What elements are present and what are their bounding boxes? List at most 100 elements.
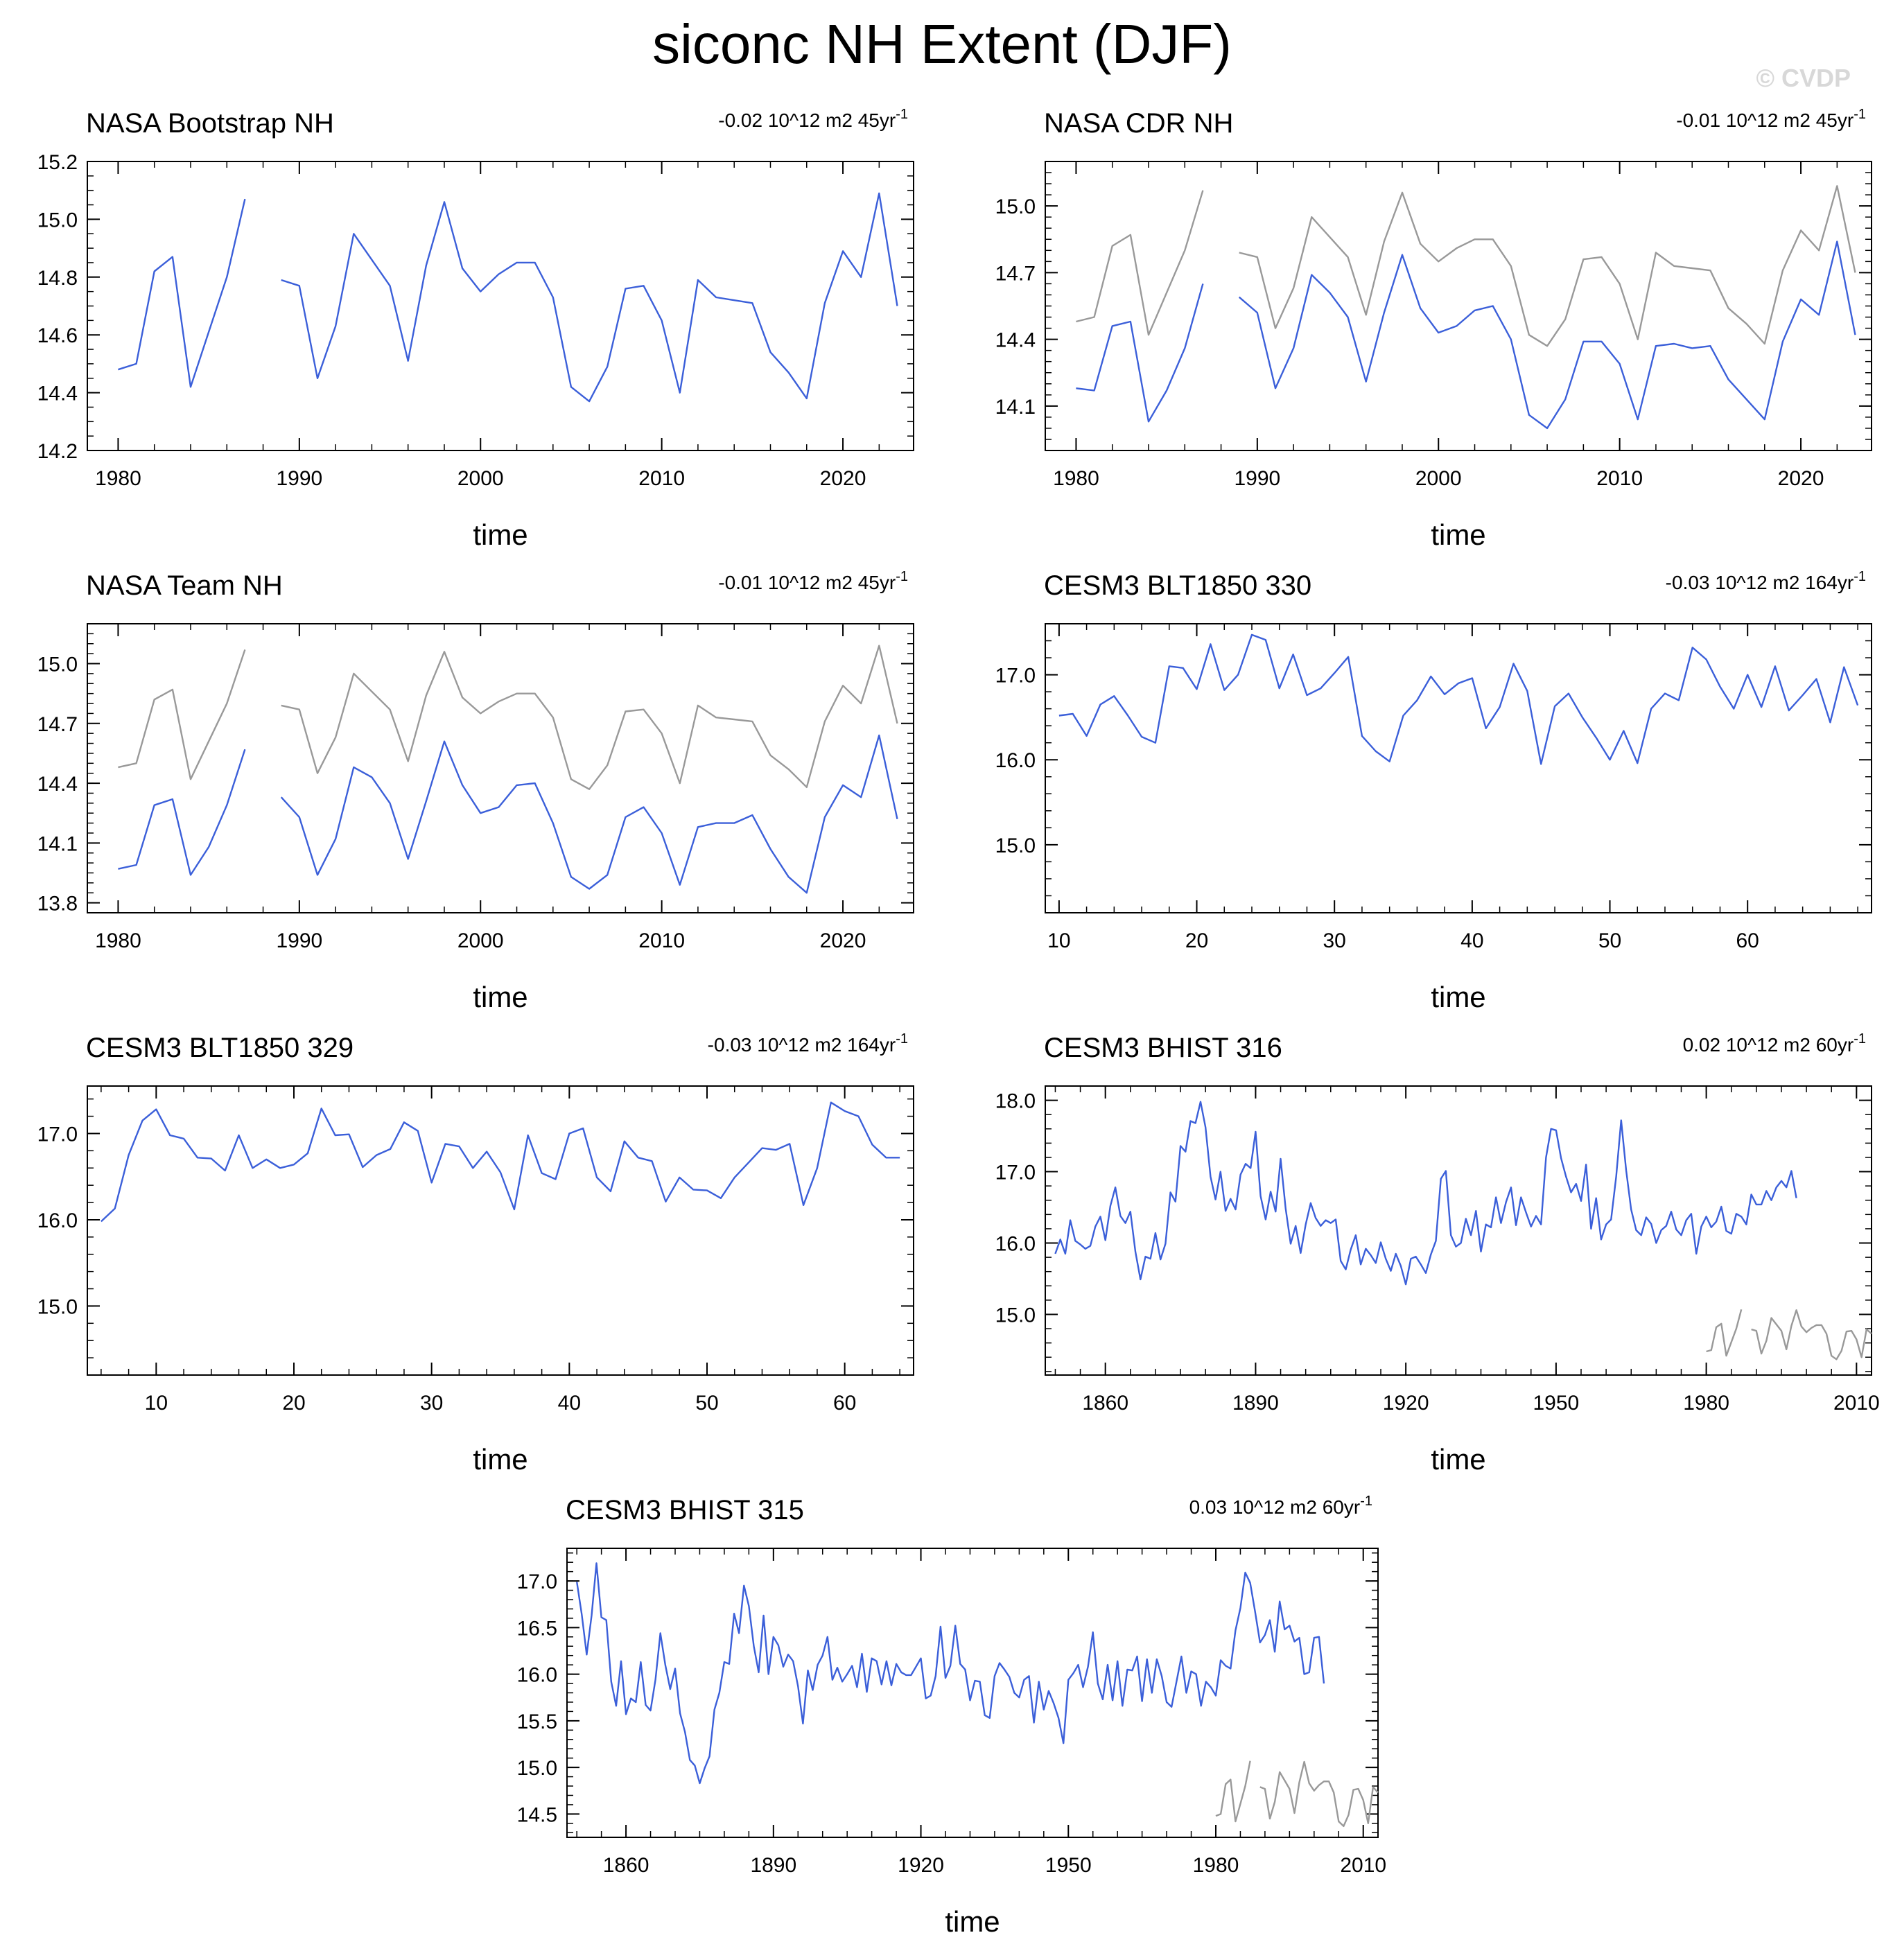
y-tick-label: 15.5	[517, 1710, 557, 1733]
x-tick-label: 1980	[95, 467, 141, 490]
y-tick-label: 17.0	[517, 1570, 557, 1593]
x-tick-label: 1980	[95, 929, 141, 952]
x-tick-label: 1990	[1234, 467, 1280, 490]
series-line-model	[576, 1562, 1325, 1785]
panel-title: NASA CDR NH	[1044, 108, 1233, 139]
y-tick-label: 14.4	[37, 773, 78, 796]
x-tick-label: 1890	[750, 1854, 796, 1877]
plot-frame	[1045, 1085, 1872, 1376]
series-line-model	[1076, 240, 1856, 430]
x-tick-label: 1980	[1193, 1854, 1239, 1877]
x-tick-label: 1950	[1045, 1854, 1092, 1877]
trend-annotation: -0.03 10^12 m2 164yr-1	[1666, 569, 1866, 593]
series-line-model	[1054, 1101, 1797, 1286]
y-tick-label: 15.2	[37, 151, 78, 174]
y-tick-label: 16.5	[517, 1617, 557, 1640]
plot-frame	[87, 161, 914, 451]
plot-frame	[87, 1085, 914, 1376]
x-tick-label: 10	[145, 1392, 168, 1415]
x-tick-label: 1980	[1683, 1392, 1729, 1415]
panel-title: CESM3 BHIST 316	[1044, 1033, 1282, 1063]
trend-annotation: -0.01 10^12 m2 45yr-1	[718, 569, 908, 593]
y-tick-label: 16.0	[517, 1664, 557, 1687]
y-tick-label: 17.0	[995, 1162, 1036, 1184]
x-tick-label: 1920	[898, 1854, 944, 1877]
x-axis-label: time	[473, 981, 527, 1013]
chart-panel-2: 14.1 14.4 14.7 15.0 1980 1990 2000 2010 2020 NASA…	[995, 107, 1872, 551]
panel-title: CESM3 BHIST 315	[566, 1495, 804, 1525]
x-axis-label: time	[1431, 1443, 1485, 1476]
trend-annotation: 0.02 10^12 m2 60yr-1	[1683, 1031, 1866, 1056]
trend-text: -0.01 10^12 m2 45yr	[718, 572, 896, 593]
y-tick-label: 15.0	[37, 209, 78, 231]
y-tick-label: 15.0	[37, 654, 78, 676]
y-tick-label: 15.0	[995, 195, 1036, 218]
trend-text: -0.03 10^12 m2 164yr	[708, 1034, 896, 1056]
y-tick-label: 14.7	[37, 713, 78, 736]
x-tick-label: 40	[1460, 929, 1483, 952]
y-tick-label: 15.0	[995, 834, 1036, 857]
y-tick-label: 14.5	[517, 1803, 557, 1826]
x-tick-label: 2010	[1340, 1854, 1386, 1877]
y-tick-label: 15.0	[37, 1295, 78, 1318]
trend-exponent: -1	[896, 1031, 908, 1047]
x-tick-label: 2000	[457, 467, 504, 490]
y-tick-label: 16.0	[995, 1233, 1036, 1256]
series-line-model	[118, 734, 898, 894]
y-tick-label: 16.0	[37, 1209, 78, 1232]
trend-exponent: -1	[1854, 107, 1866, 122]
x-tick-label: 2020	[1778, 467, 1824, 490]
trend-text: 0.02 10^12 m2 60yr	[1683, 1034, 1854, 1056]
plot-frame	[87, 623, 914, 913]
x-tick-label: 50	[1598, 929, 1621, 952]
plot-frame	[1045, 623, 1872, 913]
y-tick-label: 17.0	[37, 1123, 78, 1146]
panel-title: CESM3 BLT1850 330	[1044, 570, 1311, 601]
panel-title: CESM3 BLT1850 329	[86, 1033, 354, 1063]
chart-panel-6: 15.0 16.0 17.0 18.0 1860 1890 1920 1950 1980 2010…	[995, 1031, 1880, 1476]
trend-annotation: -0.02 10^12 m2 45yr-1	[718, 107, 908, 131]
x-tick-label: 1950	[1533, 1392, 1579, 1415]
x-tick-label: 1890	[1232, 1392, 1279, 1415]
trend-annotation: -0.03 10^12 m2 164yr-1	[708, 1031, 908, 1056]
trend-annotation: -0.01 10^12 m2 45yr-1	[1676, 107, 1866, 131]
series-line-obs	[1215, 1760, 1379, 1828]
figure-title: siconc NH Extent (DJF)	[652, 13, 1232, 75]
x-tick-label: 1980	[1053, 467, 1099, 490]
x-axis-label: time	[473, 1443, 527, 1476]
x-tick-label: 1860	[603, 1854, 649, 1877]
x-tick-label: 20	[1185, 929, 1208, 952]
series-line-model	[1058, 633, 1859, 765]
y-tick-label: 15.0	[517, 1757, 557, 1780]
x-tick-label: 60	[1736, 929, 1759, 952]
x-tick-label: 2010	[638, 929, 685, 952]
y-tick-label: 14.7	[995, 262, 1036, 285]
y-tick-label: 18.0	[995, 1090, 1036, 1113]
x-tick-label: 2020	[820, 929, 866, 952]
y-tick-label: 17.0	[995, 665, 1036, 688]
series-line-model	[118, 192, 898, 403]
panel-title: NASA Bootstrap NH	[86, 108, 334, 139]
x-tick-label: 30	[420, 1392, 443, 1415]
x-tick-label: 1990	[276, 929, 322, 952]
series-line-obs	[118, 645, 898, 790]
trend-text: -0.02 10^12 m2 45yr	[718, 110, 896, 131]
series-line-model	[101, 1101, 900, 1223]
chart-panel-1: 14.2 14.4 14.6 14.8 15.0 15.2 1980 1990 2000 2010…	[37, 107, 914, 551]
x-tick-label: 50	[695, 1392, 718, 1415]
x-tick-label: 1990	[276, 467, 322, 490]
x-axis-label: time	[1431, 518, 1485, 551]
x-tick-label: 2010	[1596, 467, 1643, 490]
x-tick-label: 40	[558, 1392, 581, 1415]
panel-title: NASA Team NH	[86, 570, 283, 601]
y-tick-label: 14.4	[995, 329, 1036, 352]
y-tick-label: 14.4	[37, 383, 78, 405]
chart-panel-5: 15.0 16.0 17.0 10 20 30 40 50 60 CESM3 BLT1850 32…	[37, 1031, 914, 1476]
trend-exponent: -1	[896, 107, 908, 122]
x-tick-label: 10	[1047, 929, 1070, 952]
y-tick-label: 14.2	[37, 440, 78, 463]
x-axis-label: time	[945, 1905, 1000, 1938]
x-tick-label: 2000	[457, 929, 504, 952]
x-tick-label: 2000	[1415, 467, 1462, 490]
